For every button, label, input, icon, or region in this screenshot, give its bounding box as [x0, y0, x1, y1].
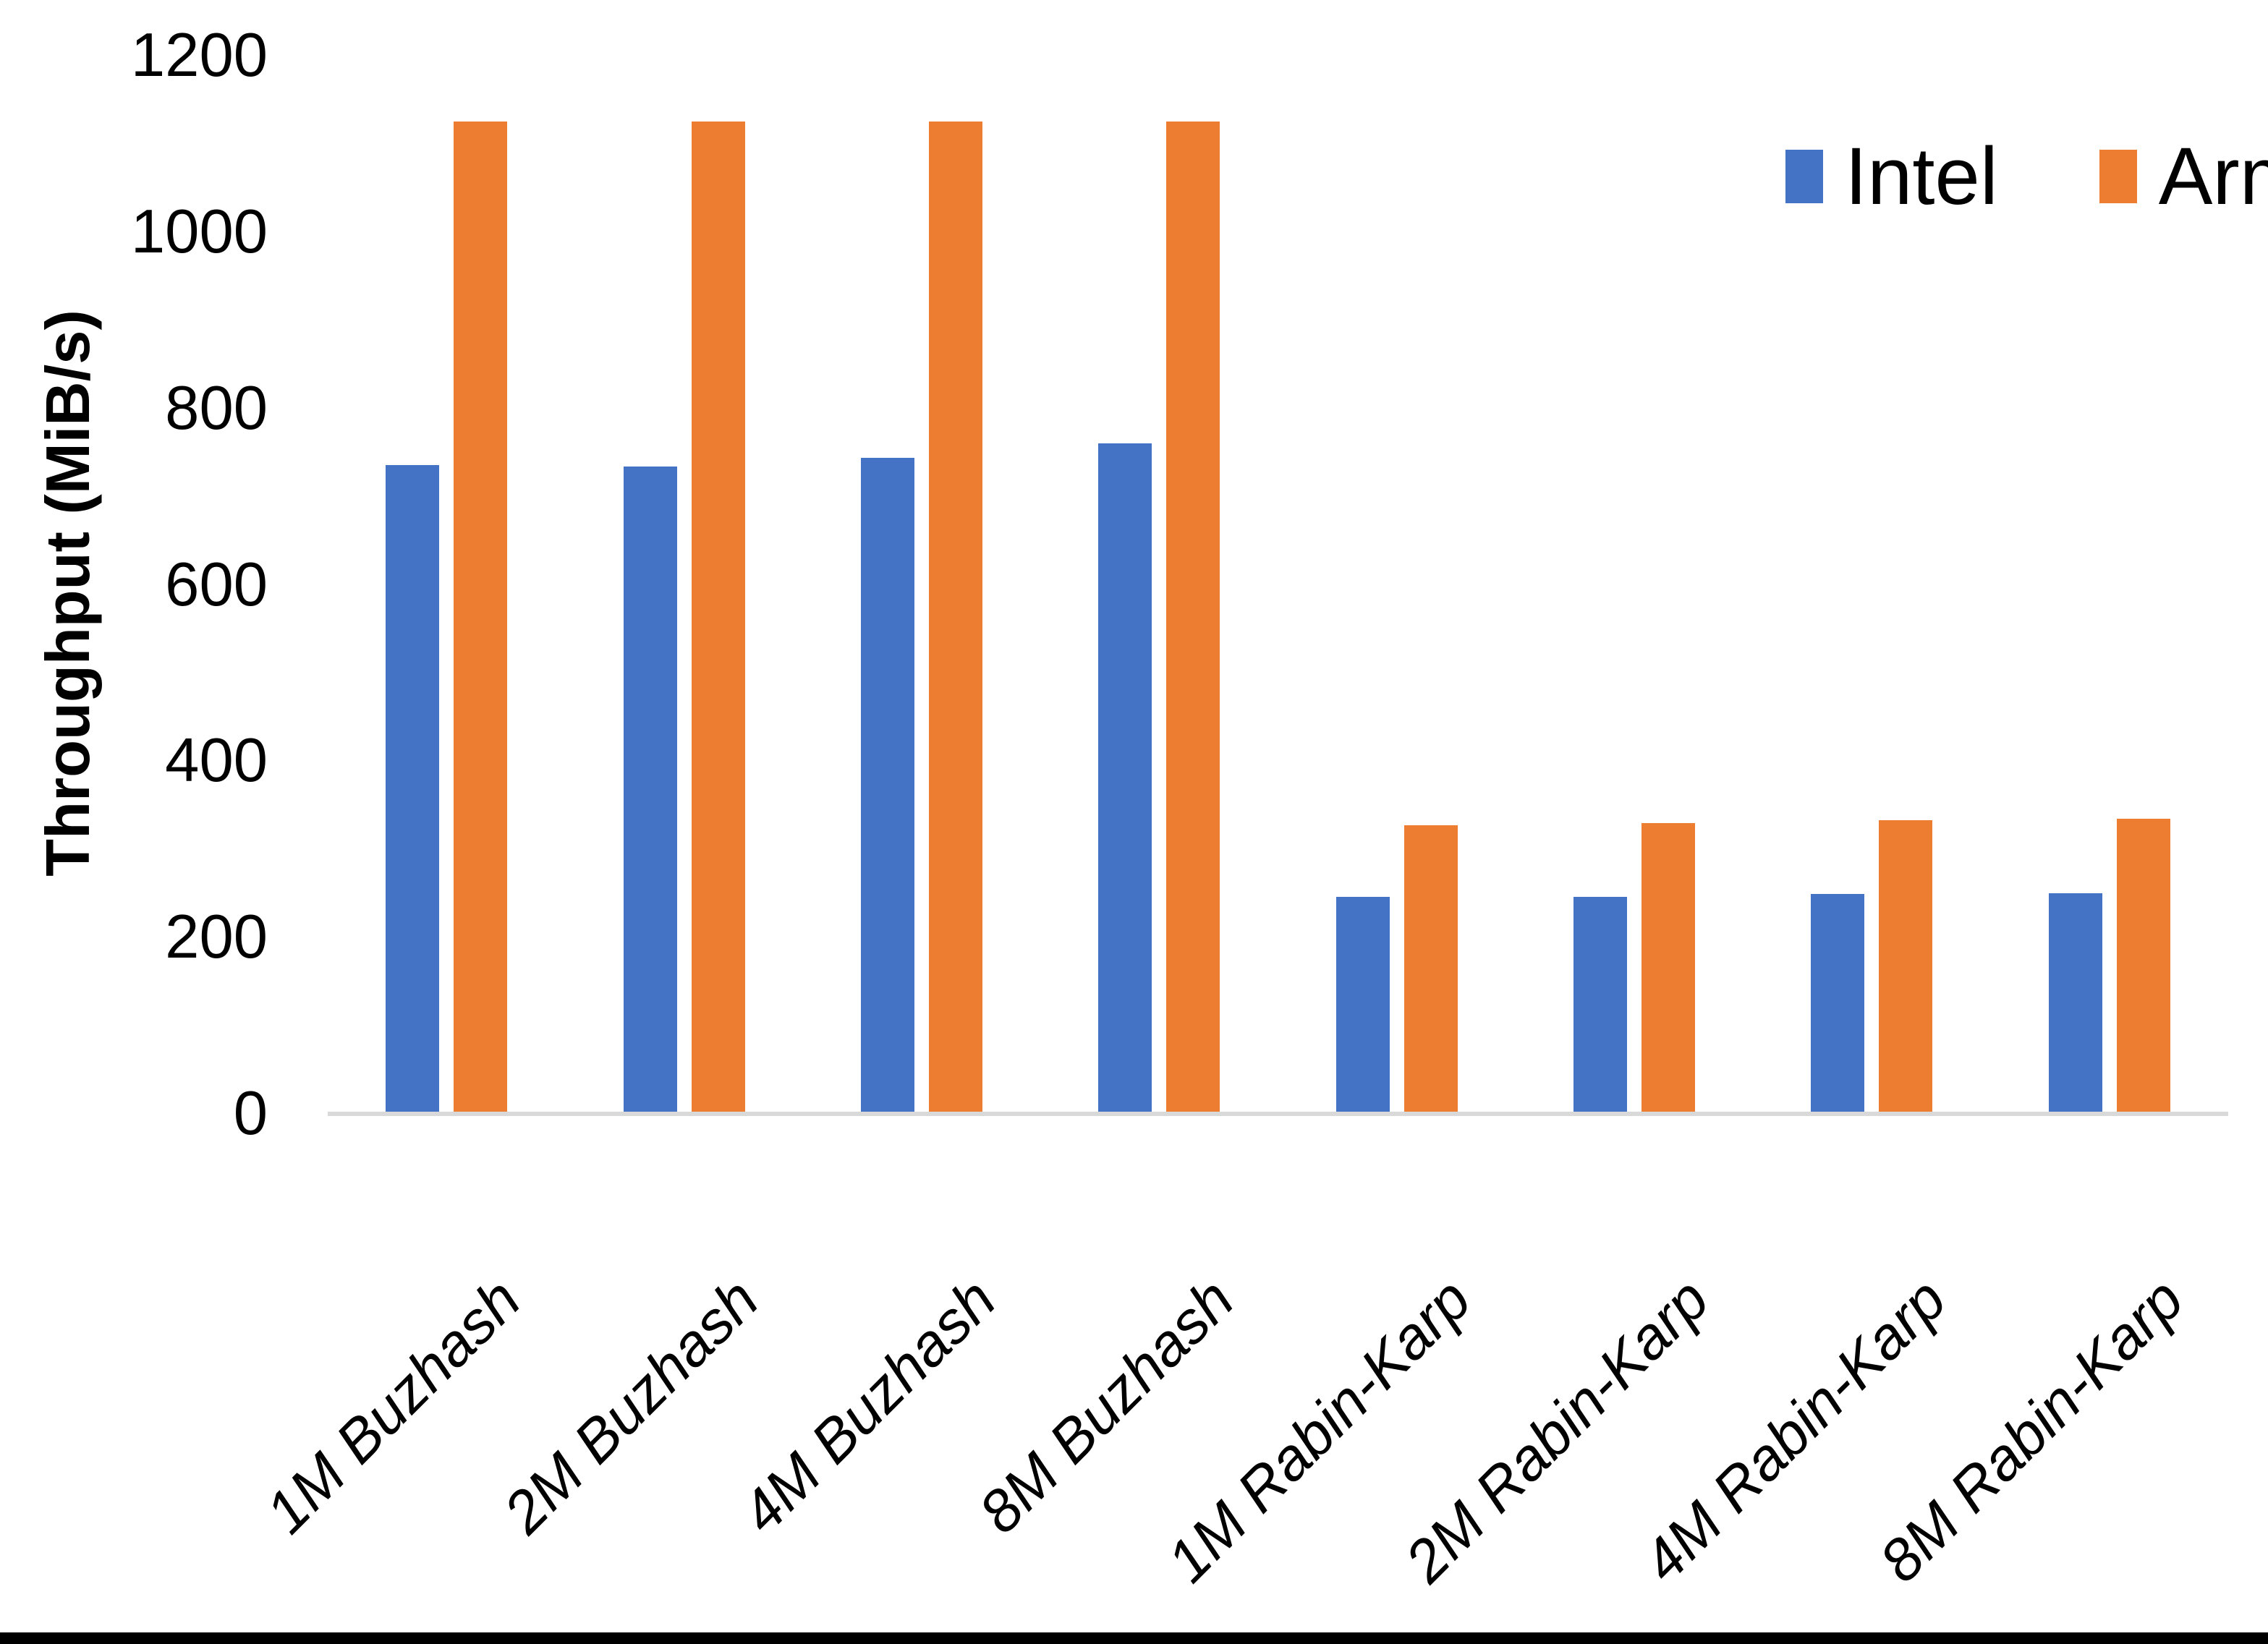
legend-item-intel: Intel	[1785, 136, 1998, 217]
bar-arm-1m-buzhash	[454, 122, 508, 1114]
bar-arm-2m-buzhash	[691, 122, 745, 1114]
bar-intel-4m-rabin-karp	[1811, 894, 1865, 1114]
x-tick-label-4m-buzhash: 4M Buzhash	[729, 1266, 1008, 1546]
y-tick-label: 0	[233, 1079, 268, 1148]
y-tick-label: 1200	[130, 21, 268, 90]
bar-intel-1m-rabin-karp	[1335, 897, 1390, 1114]
legend-label-intel: Intel	[1845, 131, 1998, 221]
y-tick-label: 400	[165, 726, 268, 796]
bar-intel-2m-rabin-karp	[1573, 897, 1628, 1114]
bar-intel-1m-buzhash	[386, 464, 440, 1114]
legend: Intel Arm	[1785, 136, 2268, 217]
bottom-border	[0, 1632, 2268, 1644]
bar-arm-4m-rabin-karp	[1879, 820, 1933, 1114]
bar-intel-2m-buzhash	[623, 467, 677, 1114]
y-tick-label: 800	[165, 373, 268, 443]
bar-arm-8m-buzhash	[1166, 122, 1220, 1114]
bar-arm-4m-buzhash	[928, 122, 982, 1114]
y-tick-label: 1000	[130, 197, 268, 266]
y-tick-label: 200	[165, 903, 268, 972]
bar-arm-1m-rabin-karp	[1403, 825, 1458, 1114]
x-tick-label-2m-buzhash: 2M Buzhash	[490, 1266, 771, 1546]
legend-swatch-arm	[2099, 150, 2137, 203]
bar-arm-2m-rabin-karp	[1641, 822, 1696, 1114]
bar-intel-8m-buzhash	[1098, 443, 1152, 1114]
x-axis-line	[328, 1112, 2228, 1116]
bar-arm-8m-rabin-karp	[2116, 818, 2170, 1114]
legend-item-arm: Arm	[2099, 136, 2268, 217]
y-axis-title: Throughput (MiB/s)	[34, 310, 103, 877]
y-tick-label: 600	[165, 550, 268, 619]
bar-intel-4m-buzhash	[860, 457, 914, 1114]
bar-intel-8m-rabin-karp	[2048, 893, 2102, 1114]
x-tick-label-1m-buzhash: 1M Buzhash	[253, 1266, 534, 1546]
legend-label-arm: Arm	[2158, 131, 2268, 221]
legend-swatch-intel	[1785, 150, 1823, 203]
